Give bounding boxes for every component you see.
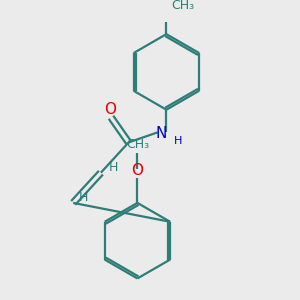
Text: H: H <box>173 136 182 146</box>
Text: H: H <box>109 161 118 174</box>
Text: O: O <box>131 163 143 178</box>
Text: N: N <box>156 126 167 141</box>
Text: CH₃: CH₃ <box>126 139 149 152</box>
Text: CH₃: CH₃ <box>171 0 194 12</box>
Text: O: O <box>104 102 116 117</box>
Text: H: H <box>79 191 88 204</box>
